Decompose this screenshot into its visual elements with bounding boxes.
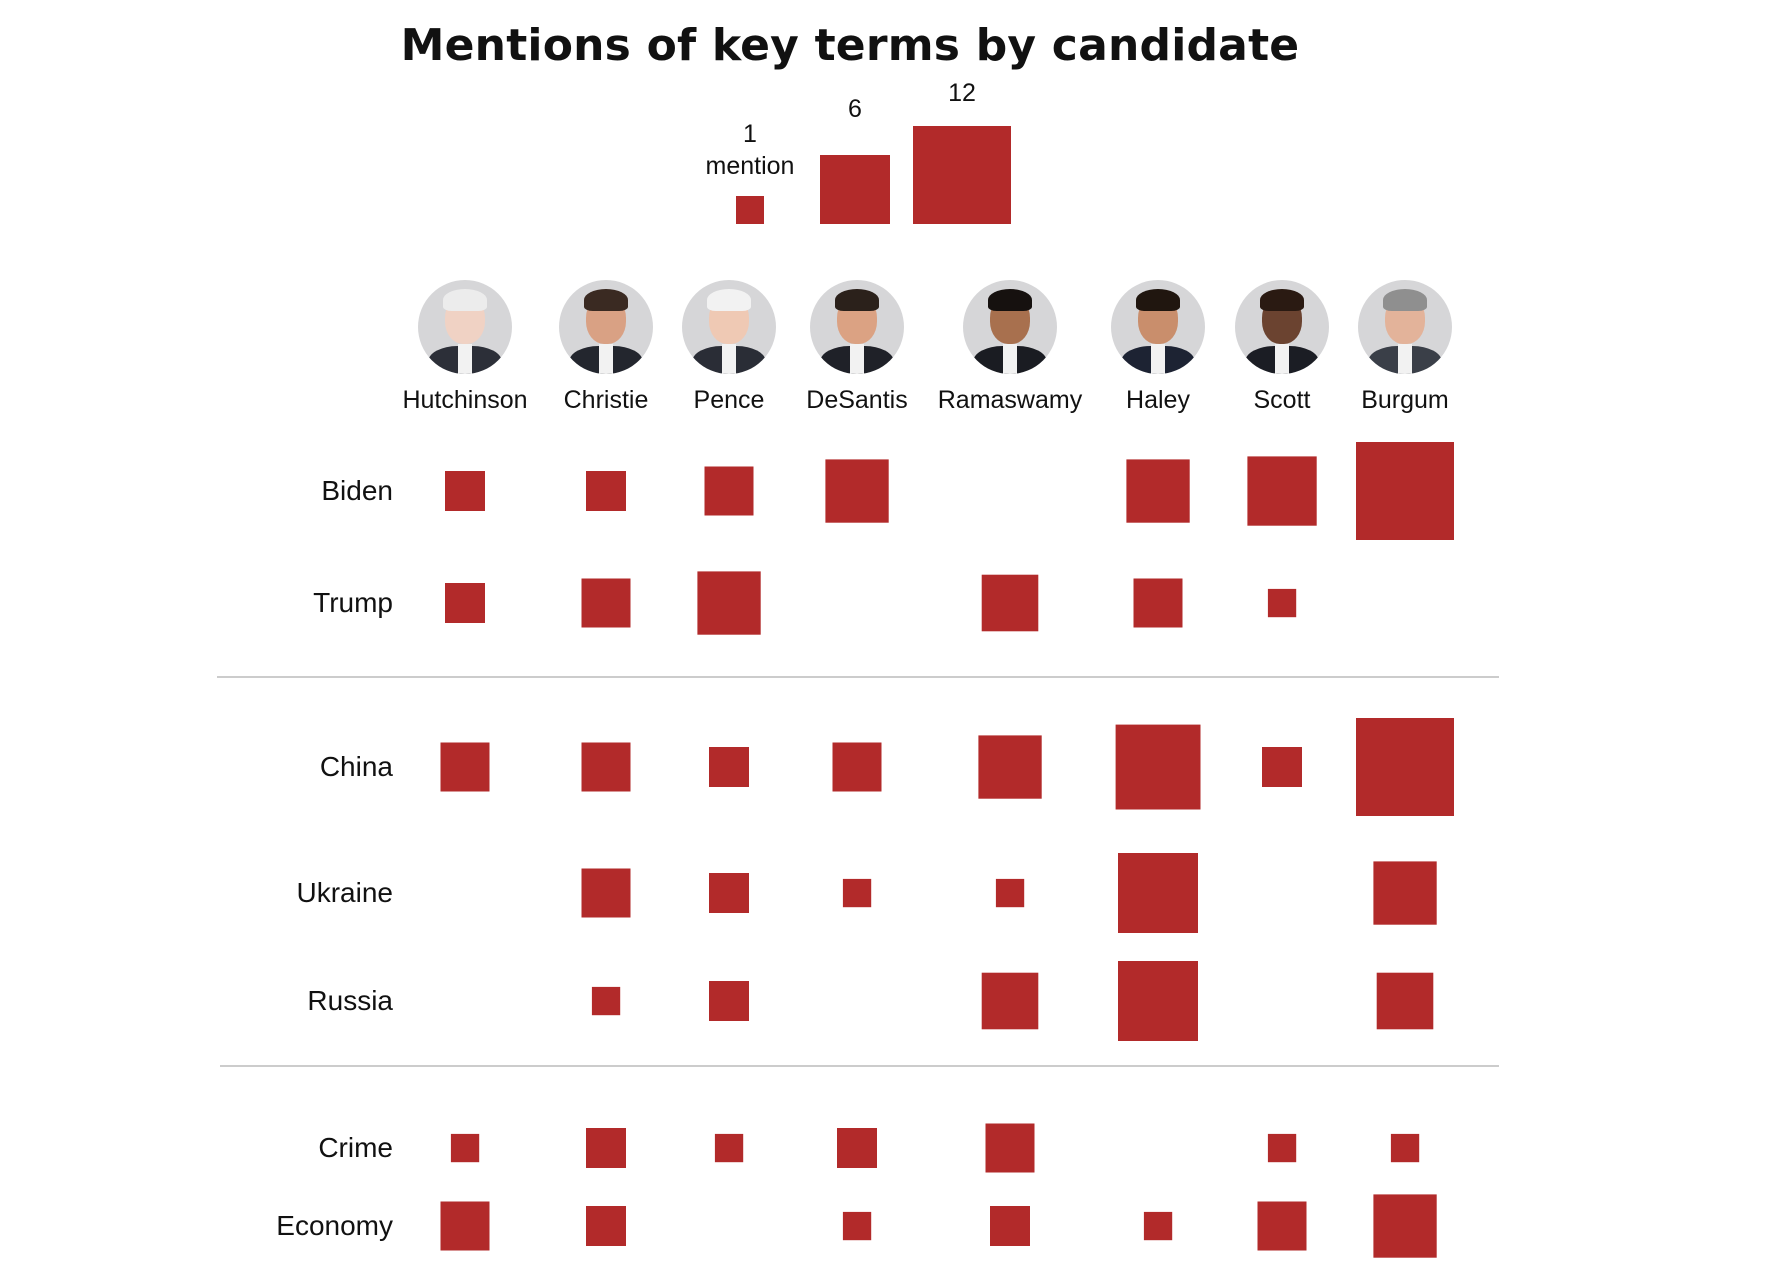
square-biden-christie — [586, 471, 626, 511]
square-economy-christie — [586, 1206, 626, 1246]
legend-label-12: 12 — [902, 77, 1022, 109]
term-label-economy: Economy — [276, 1210, 393, 1241]
square-biden-burgum — [1356, 442, 1454, 540]
candidate-name-desantis: DeSantis — [806, 386, 908, 414]
square-trump-hutchinson — [445, 583, 485, 623]
legend-value-6: 6 — [848, 95, 862, 123]
legend-label-6: 6 — [795, 93, 915, 125]
square-biden-scott — [1247, 456, 1317, 526]
term-label-trump: Trump — [313, 587, 393, 618]
square-trump-scott — [1267, 588, 1297, 618]
square-economy-hutchinson — [440, 1201, 490, 1251]
square-economy-ramaswamy — [990, 1206, 1030, 1246]
legend-label-1: 1 mention — [690, 118, 810, 182]
term-label-biden: Biden — [321, 475, 393, 506]
square-economy-desantis — [842, 1211, 872, 1241]
candidate-ramaswamy: Ramaswamy — [925, 280, 1095, 415]
burgum-portrait-icon — [1358, 280, 1452, 374]
square-russia-pence — [709, 981, 749, 1021]
legend-square-12 — [913, 126, 1011, 224]
candidate-name-pence: Pence — [693, 386, 765, 414]
square-china-burgum — [1356, 718, 1454, 816]
ramaswamy-portrait-icon — [963, 280, 1057, 374]
square-russia-haley — [1118, 961, 1198, 1041]
square-economy-haley — [1143, 1211, 1173, 1241]
square-crime-desantis — [837, 1128, 877, 1168]
legend-value-1: 1 — [743, 120, 757, 148]
square-china-christie — [581, 742, 631, 792]
square-trump-pence — [697, 571, 761, 635]
legend-square-6 — [820, 154, 890, 224]
candidate-scott: Scott — [1197, 280, 1367, 415]
square-crime-hutchinson — [450, 1133, 480, 1163]
square-biden-hutchinson — [445, 471, 485, 511]
square-china-scott — [1262, 747, 1302, 787]
candidate-pence: Pence — [644, 280, 814, 415]
candidate-name-haley: Haley — [1126, 386, 1190, 414]
candidate-name-hutchinson: Hutchinson — [402, 386, 528, 414]
square-crime-burgum — [1390, 1133, 1420, 1163]
candidate-name-burgum: Burgum — [1361, 386, 1449, 414]
candidate-desantis: DeSantis — [772, 280, 942, 415]
square-russia-burgum — [1376, 972, 1434, 1030]
square-biden-pence — [704, 466, 754, 516]
term-label-ukraine: Ukraine — [296, 877, 393, 908]
legend-square-1 — [735, 195, 765, 224]
square-ukraine-burgum — [1373, 861, 1437, 925]
candidate-name-christie: Christie — [563, 386, 649, 414]
candidate-hutchinson: Hutchinson — [380, 280, 550, 415]
candidate-burgum: Burgum — [1320, 280, 1490, 415]
candidate-haley: Haley — [1073, 280, 1243, 415]
square-crime-pence — [714, 1133, 744, 1163]
square-crime-christie — [586, 1128, 626, 1168]
christie-portrait-icon — [559, 280, 653, 374]
term-label-crime: Crime — [318, 1132, 393, 1163]
pence-portrait-icon — [682, 280, 776, 374]
group-divider-2 — [220, 1065, 1499, 1067]
square-crime-scott — [1267, 1133, 1297, 1163]
candidate-christie: Christie — [521, 280, 691, 415]
square-economy-scott — [1257, 1201, 1307, 1251]
scott-portrait-icon — [1235, 280, 1329, 374]
candidate-name-ramaswamy: Ramaswamy — [937, 386, 1083, 414]
square-china-ramaswamy — [978, 735, 1042, 799]
desantis-portrait-icon — [810, 280, 904, 374]
hutchinson-portrait-icon — [418, 280, 512, 374]
chart-title: Mentions of key terms by candidate — [400, 20, 1300, 71]
square-china-hutchinson — [440, 742, 490, 792]
square-biden-desantis — [825, 459, 889, 523]
square-ukraine-christie — [581, 868, 631, 918]
square-china-pence — [709, 747, 749, 787]
square-economy-burgum — [1373, 1194, 1437, 1258]
legend-mention-text: mention — [705, 152, 795, 180]
square-crime-ramaswamy — [985, 1123, 1035, 1173]
square-trump-ramaswamy — [981, 574, 1039, 632]
group-divider-1 — [217, 676, 1499, 678]
square-biden-haley — [1126, 459, 1190, 523]
size-legend: 1 mention 6 12 — [0, 0, 1791, 240]
legend-value-12: 12 — [948, 79, 976, 107]
square-russia-christie — [591, 986, 621, 1016]
term-label-russia: Russia — [307, 985, 393, 1016]
square-ukraine-desantis — [842, 878, 872, 908]
haley-portrait-icon — [1111, 280, 1205, 374]
square-trump-christie — [581, 578, 631, 628]
candidate-name-scott: Scott — [1253, 386, 1311, 414]
term-label-china: China — [319, 751, 393, 782]
square-ukraine-ramaswamy — [995, 878, 1025, 908]
square-trump-haley — [1133, 578, 1183, 628]
square-china-desantis — [832, 742, 882, 792]
square-ukraine-pence — [709, 873, 749, 913]
square-russia-ramaswamy — [981, 972, 1039, 1030]
square-ukraine-haley — [1118, 853, 1198, 933]
square-china-haley — [1115, 724, 1201, 810]
